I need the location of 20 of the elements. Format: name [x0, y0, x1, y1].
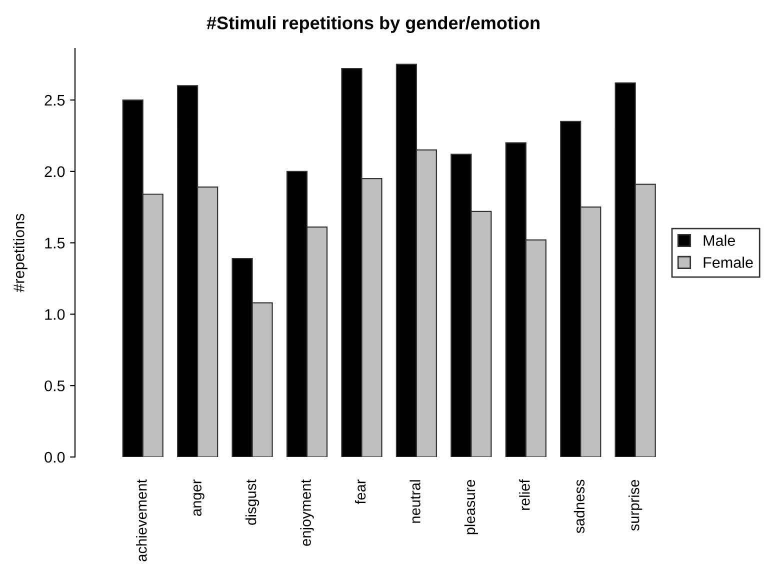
x-tick-label: neutral [410, 480, 420, 523]
y-tick-label: 0.5 [44, 380, 65, 392]
y-tick-label: 1.5 [45, 238, 65, 248]
x-tick-label: relief [519, 479, 530, 510]
x-tick-label: sadness [574, 480, 585, 534]
legend-label: Male [704, 234, 735, 246]
x-tick-label: fear [354, 479, 366, 504]
y-tick-label: 0.0 [44, 452, 65, 463]
x-tick-label: achievement [136, 479, 147, 562]
x-tick-label: enjoyment [300, 479, 314, 546]
y-axis-title: #repetitions [13, 214, 28, 292]
y-tick-label: 2.5 [44, 94, 65, 106]
y-tick-label: 1.0 [45, 309, 65, 320]
x-tick-label: disgust [245, 479, 260, 525]
x-tick-label: anger [193, 479, 204, 516]
legend-label: Female [704, 256, 753, 268]
chart-title: #Stimuli repetitions by gender/emotion [206, 16, 540, 33]
x-tick-label: surprise [628, 480, 642, 531]
y-tick-label: 2.0 [44, 166, 65, 178]
x-tick-label: pleasure [464, 480, 478, 534]
